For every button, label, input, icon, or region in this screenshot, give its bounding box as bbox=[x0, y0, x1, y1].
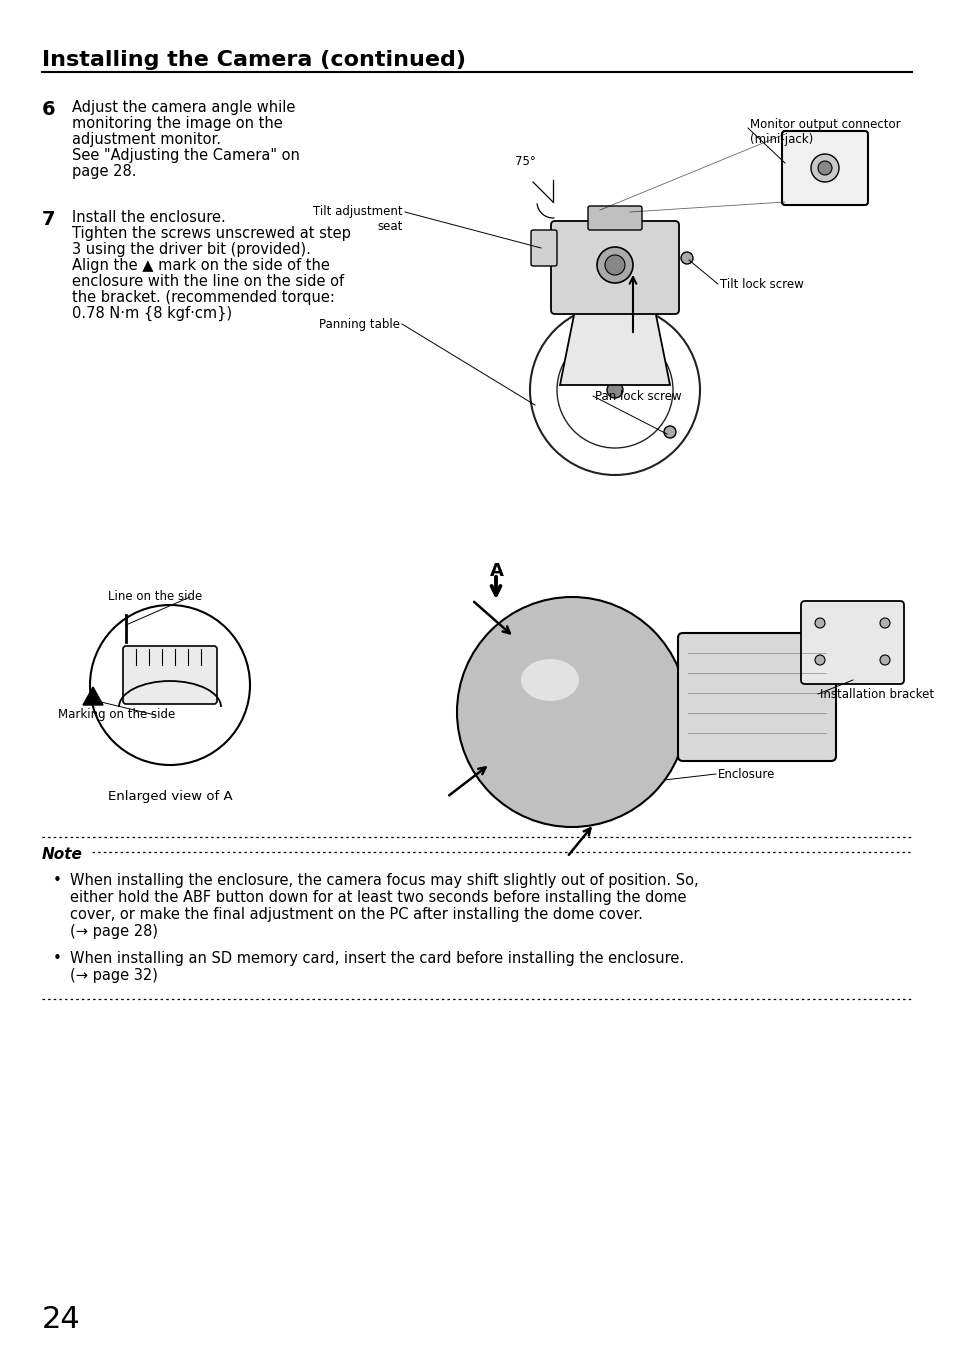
Circle shape bbox=[810, 154, 838, 183]
Text: Install the enclosure.: Install the enclosure. bbox=[71, 210, 226, 224]
Circle shape bbox=[680, 251, 692, 264]
Text: Tilt adjustment
seat: Tilt adjustment seat bbox=[313, 206, 402, 233]
Circle shape bbox=[604, 256, 624, 274]
Text: the bracket. (recommended torque:: the bracket. (recommended torque: bbox=[71, 289, 335, 306]
Circle shape bbox=[814, 654, 824, 665]
FancyBboxPatch shape bbox=[801, 602, 903, 684]
Text: adjustment monitor.: adjustment monitor. bbox=[71, 132, 221, 147]
Circle shape bbox=[597, 247, 633, 283]
Text: Tilt lock screw: Tilt lock screw bbox=[720, 279, 803, 291]
Polygon shape bbox=[559, 310, 669, 385]
Text: 75°: 75° bbox=[515, 155, 536, 168]
Circle shape bbox=[606, 383, 622, 397]
Text: 0.78 N·m {8 kgf·cm}): 0.78 N·m {8 kgf·cm}) bbox=[71, 306, 232, 322]
Text: See "Adjusting the Camera" on: See "Adjusting the Camera" on bbox=[71, 147, 299, 164]
FancyBboxPatch shape bbox=[678, 633, 835, 761]
FancyBboxPatch shape bbox=[781, 131, 867, 206]
Text: 24: 24 bbox=[42, 1305, 81, 1334]
FancyBboxPatch shape bbox=[551, 220, 679, 314]
Text: Note: Note bbox=[42, 846, 83, 863]
Text: Align the ▲ mark on the side of the: Align the ▲ mark on the side of the bbox=[71, 258, 330, 273]
Text: cover, or make the final adjustment on the PC after installing the dome cover.: cover, or make the final adjustment on t… bbox=[70, 907, 642, 922]
Ellipse shape bbox=[520, 658, 578, 700]
Text: Monitor output connector
(mini-jack): Monitor output connector (mini-jack) bbox=[749, 118, 900, 146]
Text: either hold the ABF button down for at least two seconds before installing the d: either hold the ABF button down for at l… bbox=[70, 890, 686, 904]
Text: page 28.: page 28. bbox=[71, 164, 136, 178]
Text: 6: 6 bbox=[42, 100, 55, 119]
Circle shape bbox=[814, 618, 824, 627]
Circle shape bbox=[879, 618, 889, 627]
FancyBboxPatch shape bbox=[587, 206, 641, 230]
Circle shape bbox=[663, 426, 676, 438]
Text: Marking on the side: Marking on the side bbox=[58, 708, 175, 721]
Text: Enlarged view of A: Enlarged view of A bbox=[108, 790, 233, 803]
FancyBboxPatch shape bbox=[531, 230, 557, 266]
Text: Installing the Camera (continued): Installing the Camera (continued) bbox=[42, 50, 465, 70]
Text: Adjust the camera angle while: Adjust the camera angle while bbox=[71, 100, 295, 115]
Text: 3 using the driver bit (provided).: 3 using the driver bit (provided). bbox=[71, 242, 311, 257]
Polygon shape bbox=[83, 687, 103, 704]
Text: •: • bbox=[53, 873, 62, 888]
Text: Pan lock screw: Pan lock screw bbox=[595, 389, 680, 403]
Text: Line on the side: Line on the side bbox=[108, 589, 202, 603]
Circle shape bbox=[456, 598, 686, 827]
Text: (→ page 32): (→ page 32) bbox=[70, 968, 157, 983]
Circle shape bbox=[879, 654, 889, 665]
Circle shape bbox=[817, 161, 831, 174]
Text: Enclosure: Enclosure bbox=[718, 768, 775, 781]
FancyBboxPatch shape bbox=[123, 646, 216, 704]
Text: A: A bbox=[490, 562, 503, 580]
Text: •: • bbox=[53, 950, 62, 965]
Text: Installation bracket: Installation bracket bbox=[820, 688, 933, 700]
Text: Tighten the screws unscrewed at step: Tighten the screws unscrewed at step bbox=[71, 226, 351, 241]
Text: When installing an SD memory card, insert the card before installing the enclosu: When installing an SD memory card, inser… bbox=[70, 950, 683, 965]
Text: 7: 7 bbox=[42, 210, 55, 228]
Text: (→ page 28): (→ page 28) bbox=[70, 923, 158, 940]
Text: Panning table: Panning table bbox=[318, 318, 399, 331]
Text: monitoring the image on the: monitoring the image on the bbox=[71, 116, 282, 131]
Text: When installing the enclosure, the camera focus may shift slightly out of positi: When installing the enclosure, the camer… bbox=[70, 873, 698, 888]
Text: enclosure with the line on the side of: enclosure with the line on the side of bbox=[71, 274, 344, 289]
